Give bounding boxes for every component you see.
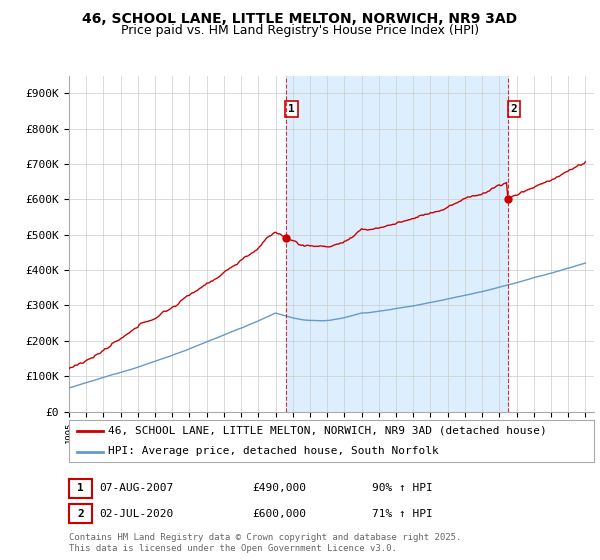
Text: 71% ↑ HPI: 71% ↑ HPI (372, 508, 433, 519)
Text: 1: 1 (288, 104, 295, 114)
Text: 02-JUL-2020: 02-JUL-2020 (99, 508, 173, 519)
Text: 1: 1 (77, 483, 84, 493)
Text: £490,000: £490,000 (252, 483, 306, 493)
Bar (286, 76, 508, 412)
Text: 2: 2 (77, 508, 84, 519)
Text: Price paid vs. HM Land Registry's House Price Index (HPI): Price paid vs. HM Land Registry's House … (121, 24, 479, 37)
Text: HPI: Average price, detached house, South Norfolk: HPI: Average price, detached house, Sout… (109, 446, 439, 456)
Text: 46, SCHOOL LANE, LITTLE MELTON, NORWICH, NR9 3AD: 46, SCHOOL LANE, LITTLE MELTON, NORWICH,… (82, 12, 518, 26)
Text: 07-AUG-2007: 07-AUG-2007 (99, 483, 173, 493)
Text: 46, SCHOOL LANE, LITTLE MELTON, NORWICH, NR9 3AD (detached house): 46, SCHOOL LANE, LITTLE MELTON, NORWICH,… (109, 426, 547, 436)
Text: Contains HM Land Registry data © Crown copyright and database right 2025.
This d: Contains HM Land Registry data © Crown c… (69, 533, 461, 553)
Text: £600,000: £600,000 (252, 508, 306, 519)
Text: 2: 2 (511, 104, 517, 114)
Text: 90% ↑ HPI: 90% ↑ HPI (372, 483, 433, 493)
